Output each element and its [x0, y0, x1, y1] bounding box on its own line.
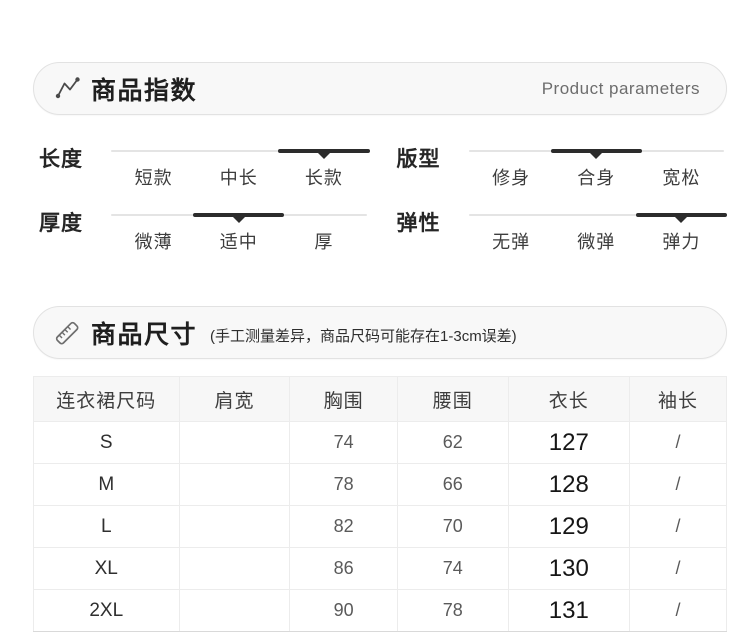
size-table-column-header: 肩宽	[178, 376, 291, 422]
attribute-grid: 长度短款 中长 长款 版型修身 合身 宽松厚度微薄 适中 厚 弹性无弹 微弹 弹力	[39, 141, 728, 254]
scale-option-selected: 弹力	[635, 213, 728, 254]
size-table-column-header: 连衣裙尺码	[33, 376, 180, 422]
scale-option: 厚	[281, 214, 366, 254]
section-title-product-parameters: 商品指数	[91, 76, 198, 105]
scale-option-label: 厚	[314, 232, 334, 252]
attribute-row-3: 弹性 无弹 微弹 弹力	[396, 205, 728, 254]
cell-size: XL	[33, 547, 180, 590]
size-table-column-header: 袖长	[628, 376, 728, 422]
scale-option-label: 弹力	[662, 232, 701, 252]
attribute-row-2: 厚度 微薄 适中 厚	[39, 205, 367, 254]
attribute-label: 厚度	[39, 212, 83, 235]
cell-waist: 66	[396, 463, 509, 506]
scale-option-label: 适中	[219, 232, 258, 252]
cell-shoulder-width	[178, 547, 291, 590]
cell-garment-length: 130	[507, 547, 630, 590]
cell-garment-length: 131	[507, 589, 630, 632]
cell-sleeve-length: /	[628, 505, 728, 548]
size-table-column-header: 腰围	[396, 376, 509, 422]
section-subtitle-english: Product parameters	[541, 78, 700, 98]
scale-option-selected: 适中	[193, 213, 285, 254]
cell-sleeve-length: /	[628, 589, 728, 632]
cell-bust: 82	[289, 505, 398, 548]
scale-option: 短款	[111, 150, 196, 190]
attribute-scale: 修身 合身 宽松	[468, 141, 725, 190]
cell-waist: 62	[396, 421, 509, 464]
scale-option-label: 微薄	[134, 232, 173, 252]
cell-sleeve-length: /	[628, 547, 728, 590]
cell-sleeve-length: /	[628, 463, 728, 506]
cell-size: M	[33, 463, 180, 506]
scale-option-label: 短款	[134, 168, 173, 188]
scale-option: 修身	[469, 150, 554, 190]
scale-option-label: 合身	[577, 168, 616, 188]
scale-option-label: 长款	[304, 168, 343, 188]
cell-sleeve-length: /	[628, 421, 728, 464]
product-size-section: 商品尺寸 (手工测量差异，商品尺码可能存在1-3cm误差) 连衣裙尺码 肩宽 胸围腰…	[33, 306, 728, 632]
cell-garment-length: 129	[507, 505, 630, 548]
cell-shoulder-width	[178, 589, 291, 632]
attribute-scale: 微薄 适中 厚	[111, 205, 367, 254]
cell-bust: 74	[289, 421, 398, 464]
cell-size: 2XL	[33, 589, 180, 632]
attribute-scale: 无弹 微弹 弹力	[468, 205, 728, 254]
size-table-body: S 74 62 127/M 78 66 128/L 82 70 129/XL 86 74 130/2XL…	[33, 421, 728, 632]
ruler-icon	[52, 318, 82, 348]
cell-shoulder-width	[178, 421, 291, 464]
cell-shoulder-width	[178, 505, 291, 548]
size-table-row: XL 86 74 130/	[33, 547, 728, 590]
scale-option-label: 宽松	[662, 168, 701, 188]
cell-size: L	[33, 505, 180, 548]
scale-option: 无弹	[469, 214, 554, 254]
cell-bust: 78	[289, 463, 398, 506]
scale-option-label: 微弹	[577, 232, 616, 252]
scale-option: 微薄	[111, 214, 196, 254]
scale-option-selected: 合身	[550, 149, 643, 190]
scale-option: 宽松	[639, 150, 724, 190]
scale-option-label: 中长	[219, 168, 258, 188]
cell-bust: 90	[289, 589, 398, 632]
size-table-row: M 78 66 128/	[33, 463, 728, 506]
trend-icon	[52, 74, 82, 104]
size-table-column-header: 胸围	[289, 376, 398, 422]
cell-size: S	[33, 421, 180, 464]
size-table-row: 2XL 90 78 131/	[33, 589, 728, 632]
size-table-row: L 82 70 129/	[33, 505, 728, 548]
section-title-product-size: 商品尺寸	[91, 320, 198, 349]
measurement-tolerance-note: (手工测量差异，商品尺码可能存在1-3cm误差)	[210, 327, 517, 345]
size-table-row: S 74 62 127/	[33, 421, 728, 464]
attribute-row-1: 版型 修身 合身 宽松	[397, 141, 725, 190]
scale-option-selected: 长款	[278, 149, 370, 190]
size-table-column-header: 衣长	[507, 376, 630, 422]
attribute-label: 弹性	[396, 212, 441, 235]
attribute-label: 版型	[396, 148, 441, 171]
size-table-header-row: 连衣裙尺码 肩宽 胸围 腰围 衣长 袖长	[33, 376, 728, 422]
cell-waist: 78	[396, 589, 509, 632]
attribute-label: 长度	[39, 148, 83, 171]
product-parameters-header: 商品指数 Product parameters	[33, 62, 727, 115]
scale-option-label: 修身	[492, 168, 531, 188]
size-chart-table: 连衣裙尺码 肩宽 胸围 腰围 衣长 袖长 S 74 62 127/M 78 66 128/L 82 70 1…	[33, 376, 728, 632]
attribute-row-0: 长度 短款 中长 长款	[39, 141, 370, 190]
scale-option: 微弹	[554, 214, 639, 254]
cell-garment-length: 128	[507, 463, 630, 506]
cell-bust: 86	[289, 547, 398, 590]
cell-shoulder-width	[178, 463, 291, 506]
scale-option-label: 无弹	[492, 232, 531, 252]
cell-waist: 70	[396, 505, 509, 548]
cell-garment-length: 127	[507, 421, 630, 464]
scale-option: 中长	[196, 150, 281, 190]
product-size-header: 商品尺寸 (手工测量差异，商品尺码可能存在1-3cm误差)	[33, 306, 727, 359]
attribute-scale: 短款 中长 长款	[111, 141, 370, 190]
cell-waist: 74	[396, 547, 509, 590]
